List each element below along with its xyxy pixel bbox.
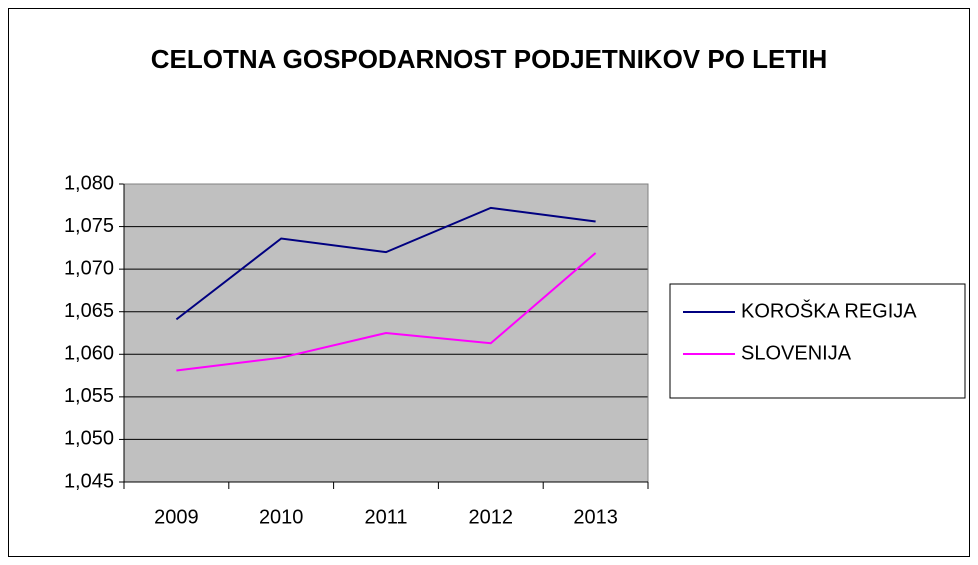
x-tick-label: 2009 <box>154 506 199 528</box>
legend-box <box>669 283 966 399</box>
y-tick-label: 1,060 <box>64 343 114 365</box>
y-tick-label: 1,045 <box>64 470 114 492</box>
y-tick-label: 1,055 <box>64 385 114 407</box>
y-tick-label: 1,080 <box>64 172 114 194</box>
legend-label: KOROŠKA REGIJA <box>741 299 917 322</box>
series-line <box>175 206 596 321</box>
legend-label: SLOVENIJA <box>741 342 852 364</box>
y-tick-label: 1,075 <box>64 215 114 237</box>
y-tick-label: 1,065 <box>64 300 114 322</box>
x-tick-label: 2012 <box>469 506 514 528</box>
x-tick-label: 2013 <box>573 506 618 528</box>
x-tick-label: 2011 <box>364 506 407 528</box>
series-line <box>176 252 597 372</box>
x-tick-label: 2010 <box>259 506 304 528</box>
y-tick-label: 1,070 <box>64 257 114 279</box>
chart-title: CELOTNA GOSPODARNOST PODJETNIKOV PO LETI… <box>150 44 828 74</box>
y-tick-label: 1,050 <box>64 428 114 450</box>
